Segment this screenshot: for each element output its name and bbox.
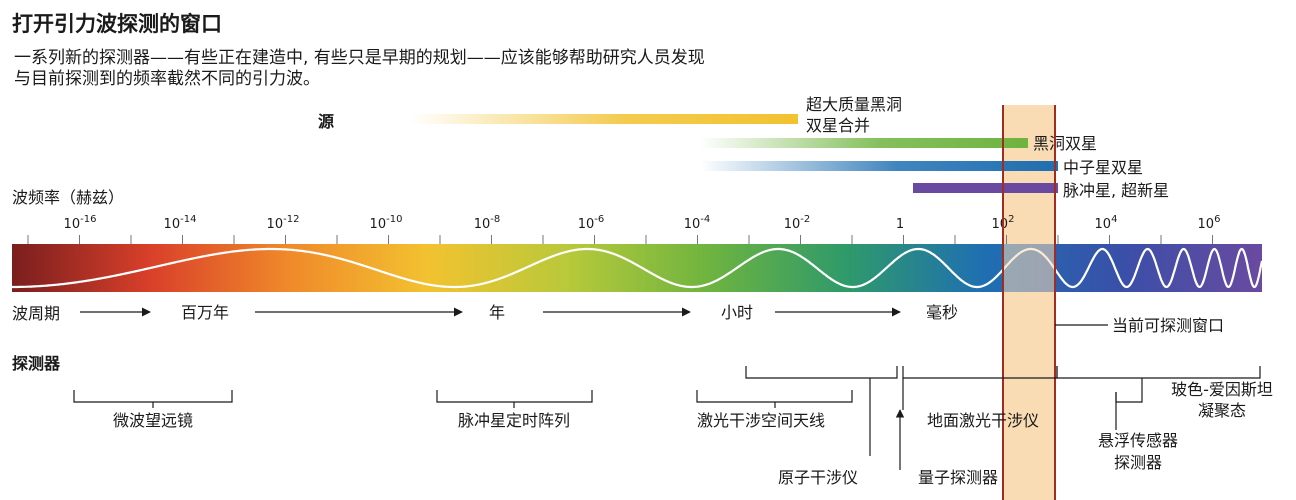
detector-label: 探测器: [1114, 453, 1162, 472]
detector-label: 原子干涉仪: [778, 468, 858, 487]
detector-bracket: [436, 390, 593, 403]
frequency-tick-label: 10-4: [684, 214, 711, 232]
frequency-axis-label: 波频率（赫兹）: [12, 188, 125, 207]
period-mark: 百万年: [181, 303, 229, 322]
source-label: 黑洞双星: [1033, 134, 1097, 153]
detector-bracket: [1056, 366, 1261, 379]
source-bar: [700, 138, 1028, 148]
detector-bracket: [73, 390, 233, 403]
frequency-tick-label: 10-16: [64, 214, 97, 232]
frequency-tick-label: 1: [896, 217, 904, 232]
detector-label: 量子探测器: [918, 468, 998, 487]
frequency-tick-label: 106: [1198, 214, 1221, 232]
source-bar: [410, 114, 798, 124]
period-mark: 毫秒: [926, 303, 958, 322]
current-window-overlay: [1003, 244, 1055, 292]
period-mark: 小时: [721, 303, 753, 322]
detector-bracket: [696, 390, 853, 403]
detector-label: 悬浮传感器: [1098, 431, 1178, 450]
detector-label: 脉冲星定时阵列: [458, 411, 570, 430]
sources-heading: 源: [318, 112, 335, 131]
frequency-tick-label: 104: [1095, 214, 1118, 232]
source-label: 双星合并: [806, 116, 870, 135]
period-axis-label: 波周期: [12, 304, 61, 323]
frequency-tick-label: 10-14: [164, 214, 197, 232]
period-row: 百万年 年 小时 毫秒: [80, 303, 958, 322]
detector-label: 地面激光干涉仪: [927, 411, 1039, 430]
source-bar: [700, 161, 1058, 171]
page-subtitle: 一系列新的探测器——有些正在建造中, 有些只是早期的规划——应该能够帮助研究人员…: [14, 48, 705, 89]
current-window-callout: 当前可探测窗口: [1055, 316, 1224, 335]
detector-bracket: [1115, 392, 1143, 403]
detectors-heading: 探测器: [12, 354, 61, 373]
detector-label: 微波望远镜: [113, 411, 193, 430]
frequency-ticks: 10-16 10-14 10-12 10-10 10-8 10-6 10-4 10-2 1 102…: [27, 214, 1221, 244]
spectrum-bar: [12, 244, 1262, 292]
detector-bracket: [745, 366, 898, 379]
source-label: 中子星双星: [1063, 158, 1143, 177]
frequency-tick-label: 10-12: [267, 214, 300, 232]
frequency-tick-label: 10-10: [370, 214, 403, 232]
detector-label: 凝聚态: [1198, 401, 1246, 420]
period-mark: 年: [489, 303, 505, 322]
source-bar: [913, 183, 1058, 193]
frequency-tick-label: 10-2: [784, 214, 811, 232]
frequency-tick-label: 10-6: [578, 214, 605, 232]
detector-label: 激光干涉空间天线: [697, 411, 825, 430]
frequency-tick-label: 10-8: [474, 214, 501, 232]
page-title: 打开引力波探测的窗口: [12, 12, 222, 36]
source-label: 超大质量黑洞: [806, 95, 902, 114]
current-window-label: 当前可探测窗口: [1112, 316, 1224, 335]
detector-label: 玻色-爱因斯坦: [1171, 380, 1273, 399]
source-label: 脉冲星, 超新星: [1063, 181, 1169, 200]
